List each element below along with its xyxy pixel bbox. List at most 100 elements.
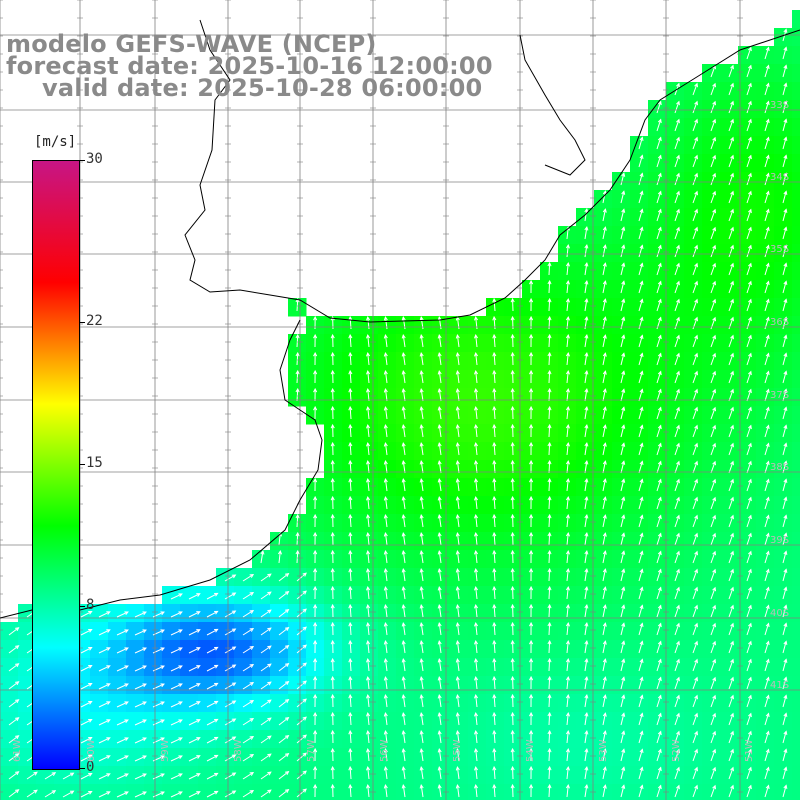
wind-arrow [674,623,680,636]
wind-arrow [620,713,625,726]
wind-speed-cell [738,172,757,191]
wind-speed-cell [360,496,379,515]
wind-arrow-head [492,333,497,339]
wind-speed-cell [288,604,307,623]
wind-arrow-head [783,424,788,429]
wind-arrow [620,443,625,456]
wind-speed-cell [648,172,667,191]
latitude-label: 33S [770,100,790,111]
wind-arrow [728,641,734,654]
wind-arrow [710,371,716,384]
wind-arrow [475,695,478,708]
wind-arrow-head [621,478,626,483]
wind-arrow-head [676,298,680,304]
wind-speed-cell [774,586,793,605]
wind-arrow-head [602,244,607,249]
wind-speed-cell [774,640,793,659]
wind-arrow [170,701,183,708]
wind-arrow [728,425,734,438]
wind-speed-cell [648,676,667,695]
wind-speed-cell [468,334,487,353]
wind-arrow [620,479,625,492]
wind-arrow [475,605,478,618]
wind-speed-cell [702,550,721,569]
wind-arrow-head [712,280,717,286]
wind-arrow-head [747,622,752,628]
wind-arrow-head [529,369,534,375]
wind-arrow-head [330,639,335,645]
wind-arrow [782,65,787,78]
wind-arrow-head [639,136,644,142]
wind-arrow-head [313,711,318,717]
wind-arrow-head [510,675,515,681]
wind-arrow [8,789,19,798]
wind-arrow [638,425,643,438]
wind-speed-cell [468,640,487,659]
wind-speed-cell [702,244,721,263]
wind-arrow [420,551,424,564]
coastline-south [0,319,323,619]
wind-speed-cell [738,64,757,83]
wind-speed-cell [450,676,469,695]
wind-arrow-head [348,513,353,519]
wind-arrow-head [694,658,699,664]
wind-speed-cell [630,172,649,191]
wind-speed-cell [360,568,379,587]
wind-speed-cell [468,712,487,731]
wind-arrow-head [348,315,353,321]
wind-arrow-head [676,748,680,754]
wind-arrow [260,609,272,618]
wind-arrow [548,532,551,546]
wind-speed-cell [648,118,667,137]
wind-arrow-head [602,730,607,735]
wind-arrow-head [694,226,699,232]
wind-arrow-head [547,783,552,789]
wind-arrow [764,569,770,582]
wind-arrow-head [657,748,662,754]
wind-arrow-head [106,755,111,759]
wind-arrow-head [730,658,734,664]
wind-arrow [674,119,680,132]
wind-arrow-head [383,784,388,789]
colorbar-tick-mark [79,160,85,161]
wind-arrow [420,677,424,690]
wind-speed-cell [468,406,487,425]
wind-arrow [170,719,183,726]
wind-speed-cell [378,730,397,749]
wind-arrow [764,191,770,204]
wind-arrow-head [437,604,442,609]
wind-speed-cell [720,586,739,605]
wind-arrow-head [765,676,770,682]
wind-arrow-head [401,514,406,519]
wind-arrow [692,389,698,402]
wind-speed-cell [666,244,685,263]
wind-arrow [548,460,551,474]
wind-arrow-head [639,406,644,412]
wind-arrow [602,191,606,204]
wind-arrow [692,83,698,96]
wind-arrow-head [730,118,734,124]
wind-arrow [620,461,625,474]
wind-speed-cell [216,622,235,641]
wind-speed-cell [738,460,757,479]
wind-arrow [420,443,424,456]
wind-speed-cell [738,406,757,425]
wind-speed-cell [792,532,800,551]
wind-arrow [116,647,129,654]
wind-arrow [493,568,496,582]
wind-arrow [620,605,625,618]
wind-arrow [475,371,478,384]
wind-speed-cell [612,280,631,299]
wind-arrow-head [196,683,201,687]
wind-speed-cell [594,532,613,551]
wind-arrow [782,353,787,366]
wind-speed-cell [594,622,613,641]
wind-arrow-head [401,622,406,627]
wind-speed-cell [738,388,757,407]
wind-arrow-head [214,610,219,615]
wind-speed-cell [360,388,379,407]
wind-arrow-head [473,621,479,627]
wind-arrow [656,641,662,654]
wind-arrow-head [284,734,290,740]
wind-arrow-head [160,611,165,616]
